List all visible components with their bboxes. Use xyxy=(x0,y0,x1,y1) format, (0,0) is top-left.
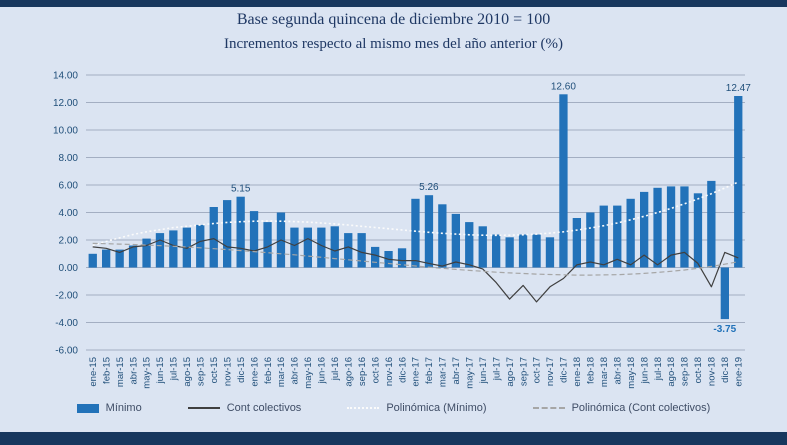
minimo-bars xyxy=(88,94,743,320)
legend-item-polinomica-cont-colectivos: Polinómica (Cont colectivos) xyxy=(532,402,711,414)
svg-text:abr-16: abr-16 xyxy=(290,357,301,384)
svg-text:5.26: 5.26 xyxy=(419,182,439,193)
svg-text:ago-17: ago-17 xyxy=(505,357,516,387)
svg-text:sep-16: sep-16 xyxy=(357,357,368,386)
cont-colectivos-line-swatch xyxy=(187,407,220,409)
legend-label: Polinómica (Cont colectivos) xyxy=(571,402,711,414)
svg-text:sep-17: sep-17 xyxy=(518,357,529,386)
svg-text:14.00: 14.00 xyxy=(53,71,78,82)
svg-text:nov-17: nov-17 xyxy=(545,357,556,386)
top-border-band xyxy=(0,0,787,7)
svg-text:jun-18: jun-18 xyxy=(639,357,650,384)
svg-text:sep-18: sep-18 xyxy=(680,357,691,386)
svg-text:may-17: may-17 xyxy=(465,357,476,389)
svg-text:mar-16: mar-16 xyxy=(276,357,287,387)
svg-text:jun-17: jun-17 xyxy=(478,357,489,384)
svg-text:ago-16: ago-16 xyxy=(344,357,355,387)
svg-text:sep-15: sep-15 xyxy=(196,357,207,386)
svg-text:jul-17: jul-17 xyxy=(491,357,502,381)
svg-text:feb-16: feb-16 xyxy=(263,357,274,384)
svg-text:5.15: 5.15 xyxy=(231,184,251,195)
svg-text:-4.00: -4.00 xyxy=(55,318,78,329)
x-axis-labels: ene-15 feb-15 mar-15 abr-15 may-15 jun-15 jul-… xyxy=(88,357,745,389)
svg-text:may-18: may-18 xyxy=(626,357,637,389)
svg-text:jun-15: jun-15 xyxy=(155,357,166,384)
svg-text:dic-16: dic-16 xyxy=(397,357,408,383)
svg-text:jul-18: jul-18 xyxy=(653,357,664,381)
legend-item-polinomica-minimo: Polinómica (Mínimo) xyxy=(347,402,487,414)
svg-text:jun-16: jun-16 xyxy=(317,357,328,384)
svg-text:mar-17: mar-17 xyxy=(438,357,449,387)
svg-text:4.00: 4.00 xyxy=(59,208,79,219)
svg-text:feb-18: feb-18 xyxy=(586,357,597,384)
svg-text:abr-18: abr-18 xyxy=(612,357,623,384)
polinomica-minimo-trendline xyxy=(92,181,739,247)
svg-text:oct-16: oct-16 xyxy=(370,357,381,383)
y-axis-labels: 14.00 12.00 10.00 8.00 6.00 4.00 2.00 0.00 -2.00… xyxy=(53,71,78,357)
svg-text:ago-18: ago-18 xyxy=(666,357,677,387)
svg-text:ene-17: ene-17 xyxy=(411,357,422,387)
chart-header: Base segunda quincena de diciembre 2010 … xyxy=(0,11,787,53)
svg-text:mar-18: mar-18 xyxy=(599,357,610,387)
svg-text:ene-16: ene-16 xyxy=(249,357,260,387)
svg-text:ene-19: ene-19 xyxy=(734,357,745,387)
svg-text:12.47: 12.47 xyxy=(726,83,751,94)
svg-text:feb-15: feb-15 xyxy=(101,357,112,384)
cont-colectivos-line xyxy=(92,238,739,303)
data-labels: 5.15 5.26 12.60 12.47 -3.75 xyxy=(231,81,751,335)
legend-item-cont-colectivos: Cont colectivos xyxy=(187,402,302,414)
polinomica-cont-colectivos-trendline xyxy=(92,242,739,276)
svg-text:nov-15: nov-15 xyxy=(222,357,233,386)
svg-text:8.00: 8.00 xyxy=(59,153,79,164)
svg-text:jul-16: jul-16 xyxy=(330,357,341,381)
chart-subtitle: Incrementos respecto al mismo mes del añ… xyxy=(223,36,564,52)
svg-text:ene-15: ene-15 xyxy=(88,357,99,387)
svg-text:10.00: 10.00 xyxy=(53,126,78,137)
svg-text:12.00: 12.00 xyxy=(53,98,78,109)
svg-text:-3.75: -3.75 xyxy=(713,324,736,335)
svg-text:oct-15: oct-15 xyxy=(209,357,220,383)
svg-text:may-16: may-16 xyxy=(303,357,314,389)
svg-text:dic-18: dic-18 xyxy=(720,357,731,383)
svg-text:abr-17: abr-17 xyxy=(451,357,462,384)
legend-label: Polinómica (Mínimo) xyxy=(386,402,487,414)
svg-text:-6.00: -6.00 xyxy=(55,346,78,357)
svg-text:-2.00: -2.00 xyxy=(55,291,78,302)
svg-text:2.00: 2.00 xyxy=(59,236,79,247)
svg-text:mar-15: mar-15 xyxy=(115,357,126,387)
chart-title: Base segunda quincena de diciembre 2010 … xyxy=(236,11,551,28)
polinomica-cont-colectivos-line-swatch xyxy=(532,407,565,409)
svg-text:12.60: 12.60 xyxy=(551,81,576,92)
svg-text:nov-18: nov-18 xyxy=(707,357,718,386)
bottom-border-band xyxy=(0,432,787,445)
svg-text:jul-15: jul-15 xyxy=(169,357,180,381)
legend-label: Cont colectivos xyxy=(226,402,302,414)
legend-label: Mínimo xyxy=(105,402,142,414)
svg-text:dic-17: dic-17 xyxy=(559,357,570,383)
bar-chart: 14.00 12.00 10.00 8.00 6.00 4.00 2.00 0.00 -2.00… xyxy=(53,71,751,389)
svg-text:6.00: 6.00 xyxy=(59,181,79,192)
minimo-bar-swatch xyxy=(76,403,99,413)
svg-text:nov-16: nov-16 xyxy=(384,357,395,386)
svg-text:ago-15: ago-15 xyxy=(182,357,193,387)
svg-text:oct-17: oct-17 xyxy=(532,357,543,383)
svg-text:0.00: 0.00 xyxy=(59,263,79,274)
chart-legend: Mínimo Cont colectivos Polinómica (Mínim… xyxy=(0,402,787,414)
svg-text:ene-18: ene-18 xyxy=(572,357,583,387)
svg-text:dic-15: dic-15 xyxy=(236,357,247,383)
svg-text:may-15: may-15 xyxy=(142,357,153,389)
legend-item-minimo: Mínimo xyxy=(76,402,142,414)
polinomica-minimo-line-swatch xyxy=(347,407,380,409)
svg-text:abr-15: abr-15 xyxy=(128,357,139,384)
svg-text:oct-18: oct-18 xyxy=(693,357,704,383)
svg-text:feb-17: feb-17 xyxy=(424,357,435,384)
